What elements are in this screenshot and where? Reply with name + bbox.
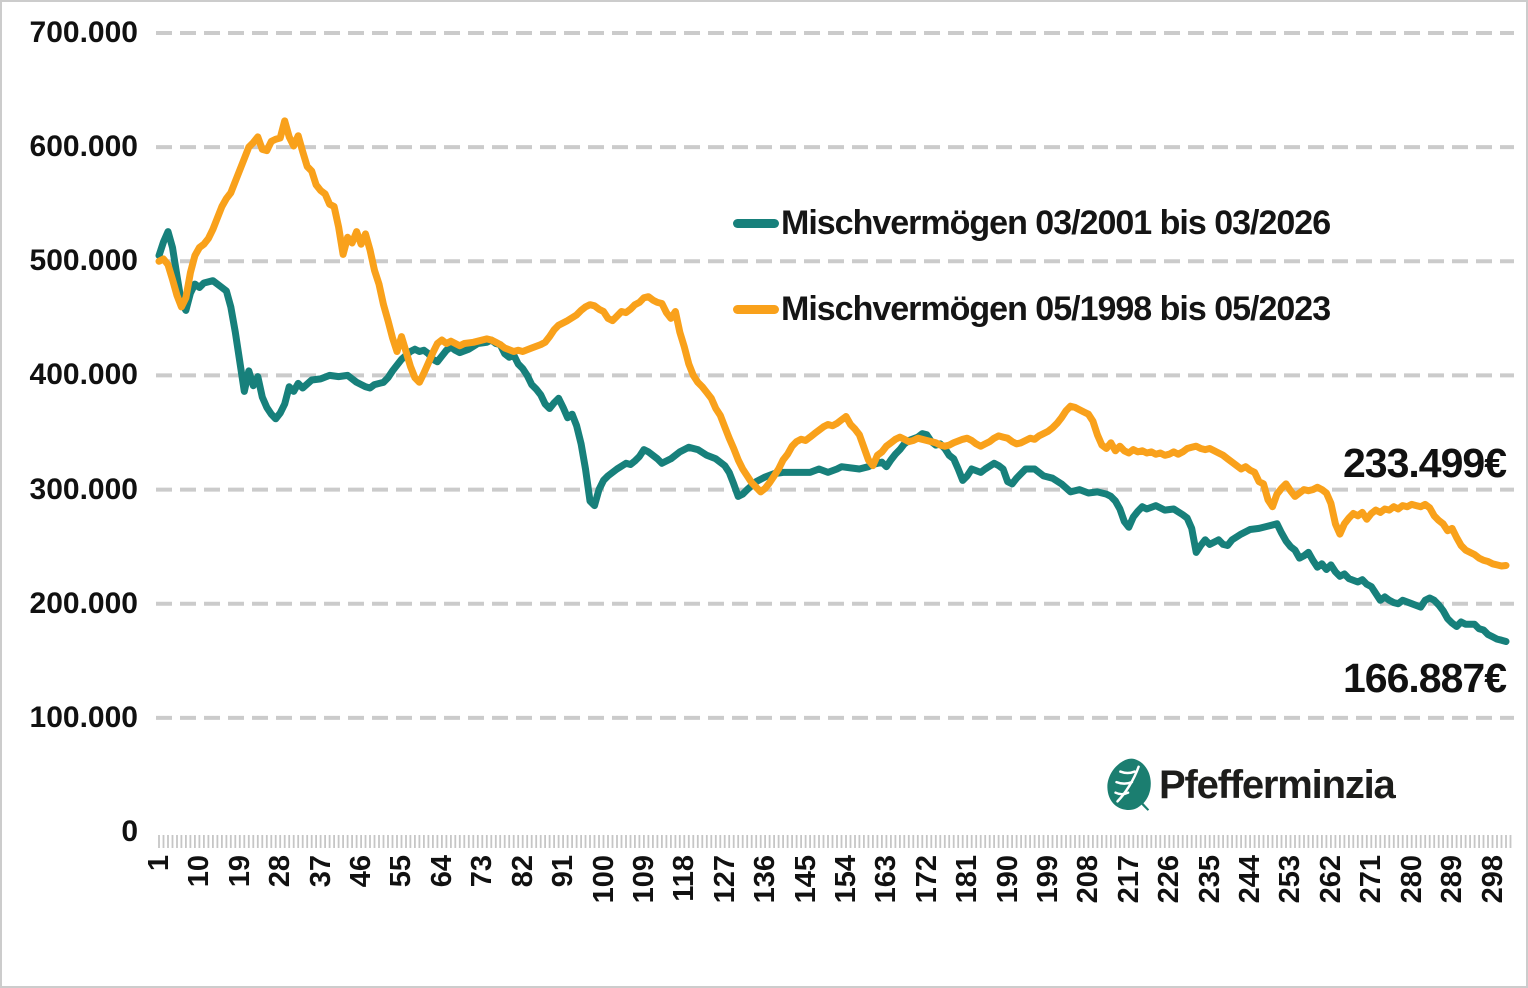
x-axis-tick-label: 190	[991, 855, 1024, 904]
x-axis-tick-label: 46	[345, 855, 378, 888]
x-axis-tick-label: 172	[910, 855, 943, 904]
x-axis-tick-label: 37	[304, 855, 337, 888]
x-axis-tick-label: 262	[1314, 855, 1347, 904]
y-axis-tick-label: 600.000	[29, 130, 138, 164]
x-axis-tick-label: 289	[1436, 855, 1469, 904]
legend-item-series-1998-2023: Mischvermögen 05/1998 bis 05/2023	[733, 284, 1331, 334]
x-axis-tick-strip	[158, 835, 1512, 848]
mint-leaf-icon	[1107, 758, 1151, 811]
x-axis-tick-label: 82	[506, 855, 539, 888]
x-axis-tick-label: 181	[951, 855, 984, 904]
series-end-value-label-orange: 233.499€	[1342, 440, 1507, 486]
y-axis-tick-label: 0	[121, 815, 138, 848]
x-axis-tick-label: 19	[223, 855, 256, 888]
x-axis-tick-label: 163	[870, 855, 903, 904]
legend-line-swatch-teal	[733, 218, 779, 228]
x-axis-tick-label: 91	[547, 855, 580, 888]
x-axis-tick-label: 253	[1274, 855, 1307, 904]
x-axis-tick-label: 235	[1193, 855, 1226, 904]
x-axis-tick-label: 1	[143, 855, 175, 872]
y-axis-tick-label: 300.000	[29, 472, 138, 506]
logo-text: Pfefferminzia	[1159, 762, 1396, 807]
x-axis-tick-label: 64	[425, 855, 458, 888]
series-line-teal	[155, 228, 1510, 645]
x-axis-tick-label: 298	[1476, 855, 1509, 904]
x-axis-tick-label: 100	[587, 855, 620, 904]
series-line-orange	[155, 117, 1510, 570]
y-axis-tick-label: 400.000	[29, 358, 138, 392]
legend: Mischvermögen 03/2001 bis 03/2026 Mischv…	[733, 198, 1331, 370]
series-end-value-label-teal: 166.887€	[1342, 655, 1507, 701]
x-axis-tick-label: 55	[385, 855, 418, 888]
x-axis-tick-label: 136	[749, 855, 782, 904]
x-axis-tick-label: 199	[1032, 855, 1065, 904]
x-axis-tick-label: 28	[264, 855, 297, 888]
x-axis-tick-label: 217	[1112, 855, 1145, 904]
x-axis-tick-label: 208	[1072, 855, 1105, 904]
x-axis-tick-label: 118	[668, 855, 701, 902]
x-axis-tick-label: 109	[627, 855, 660, 904]
x-axis-tick-label: 280	[1395, 855, 1428, 904]
legend-line-swatch-orange	[733, 304, 779, 314]
x-axis-tick-label: 154	[829, 855, 862, 904]
x-axis-tick-label: 244	[1234, 855, 1267, 904]
y-axis-tick-label: 200.000	[29, 586, 138, 620]
legend-item-series-2001-2026: Mischvermögen 03/2001 bis 03/2026	[733, 198, 1331, 248]
legend-label-series-2001-2026: Mischvermögen 03/2001 bis 03/2026	[781, 203, 1331, 242]
x-axis-tick-label: 271	[1355, 855, 1388, 904]
x-axis-tick-label: 73	[466, 855, 499, 888]
y-axis-tick-label: 700.000	[29, 16, 138, 49]
pfefferminzia-logo: Pfefferminzia	[1105, 758, 1396, 812]
legend-label-series-1998-2023: Mischvermögen 05/1998 bis 05/2023	[781, 289, 1331, 328]
x-axis-tick-label: 145	[789, 855, 822, 904]
x-axis-tick-label: 226	[1153, 855, 1186, 904]
x-axis-tick-label: 10	[183, 855, 216, 888]
y-axis-tick-label: 500.000	[29, 244, 138, 278]
x-axis-tick-label: 127	[708, 855, 741, 904]
y-axis-tick-label: 100.000	[29, 700, 138, 734]
